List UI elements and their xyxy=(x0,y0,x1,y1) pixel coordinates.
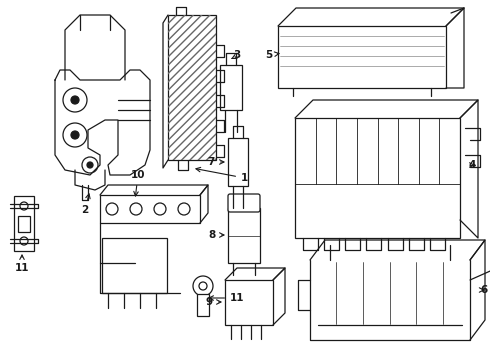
Bar xyxy=(168,15,216,160)
Text: 10: 10 xyxy=(131,170,145,196)
Bar xyxy=(220,65,242,110)
Text: 8: 8 xyxy=(209,230,224,240)
Text: 6: 6 xyxy=(479,285,487,295)
Text: 7: 7 xyxy=(208,157,224,167)
Text: 5: 5 xyxy=(265,50,279,60)
FancyBboxPatch shape xyxy=(228,194,260,212)
Circle shape xyxy=(71,96,79,104)
Bar xyxy=(228,208,260,263)
Text: 11: 11 xyxy=(209,293,245,303)
Text: 1: 1 xyxy=(196,167,248,183)
Text: 11: 11 xyxy=(15,255,29,273)
Text: 9: 9 xyxy=(206,297,221,307)
Circle shape xyxy=(71,131,79,139)
Bar xyxy=(228,138,248,186)
Bar xyxy=(100,195,200,223)
Circle shape xyxy=(87,162,93,168)
Bar xyxy=(102,238,167,293)
Bar xyxy=(225,280,273,325)
Bar xyxy=(18,216,30,232)
Bar xyxy=(278,26,446,88)
Bar xyxy=(168,15,216,160)
Bar xyxy=(14,196,34,251)
Text: 4: 4 xyxy=(468,160,475,170)
Text: 3: 3 xyxy=(233,50,241,60)
Bar xyxy=(295,118,460,238)
Bar xyxy=(197,294,209,316)
Text: 2: 2 xyxy=(81,194,90,215)
